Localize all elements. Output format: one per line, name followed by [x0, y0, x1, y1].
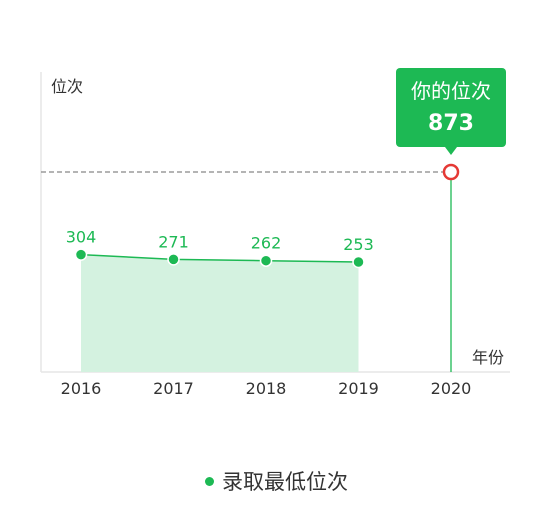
highlight-marker: [442, 163, 460, 181]
data-point[interactable]: [74, 248, 88, 261]
legend-dot-icon: [205, 476, 214, 486]
highlight-value: 873: [428, 111, 474, 136]
series-line: [80, 253, 359, 263]
data-label: 262: [251, 234, 282, 253]
y-axis-label: 位次: [51, 77, 83, 96]
data-label: 304: [66, 228, 97, 247]
data-point[interactable]: [167, 253, 180, 266]
data-point[interactable]: [259, 254, 273, 267]
highlight-box: [396, 68, 506, 147]
highlight-callout: 你的位次 873: [396, 68, 506, 155]
data-label: 271: [158, 232, 189, 251]
highlight-label: 你的位次: [411, 79, 491, 103]
x-axis-label: 年份: [472, 348, 504, 367]
x-tick-label: 2019: [338, 379, 379, 398]
data-label: 253: [343, 235, 374, 254]
highlight-box-pointer: [445, 147, 457, 155]
x-tick-label: 2020: [431, 379, 472, 398]
data-point[interactable]: [352, 255, 365, 269]
legend[interactable]: 录取最低位次: [0, 466, 553, 496]
area-fill: [81, 254, 359, 372]
x-tick-label: 2018: [246, 379, 287, 398]
x-tick-label: 2017: [153, 379, 194, 398]
legend-label: 录取最低位次: [222, 470, 348, 494]
x-tick-label: 2016: [61, 379, 102, 398]
chart: 位次 年份 304 271 262 253 2016 2017 2018 2019 2020 …: [40, 68, 510, 398]
